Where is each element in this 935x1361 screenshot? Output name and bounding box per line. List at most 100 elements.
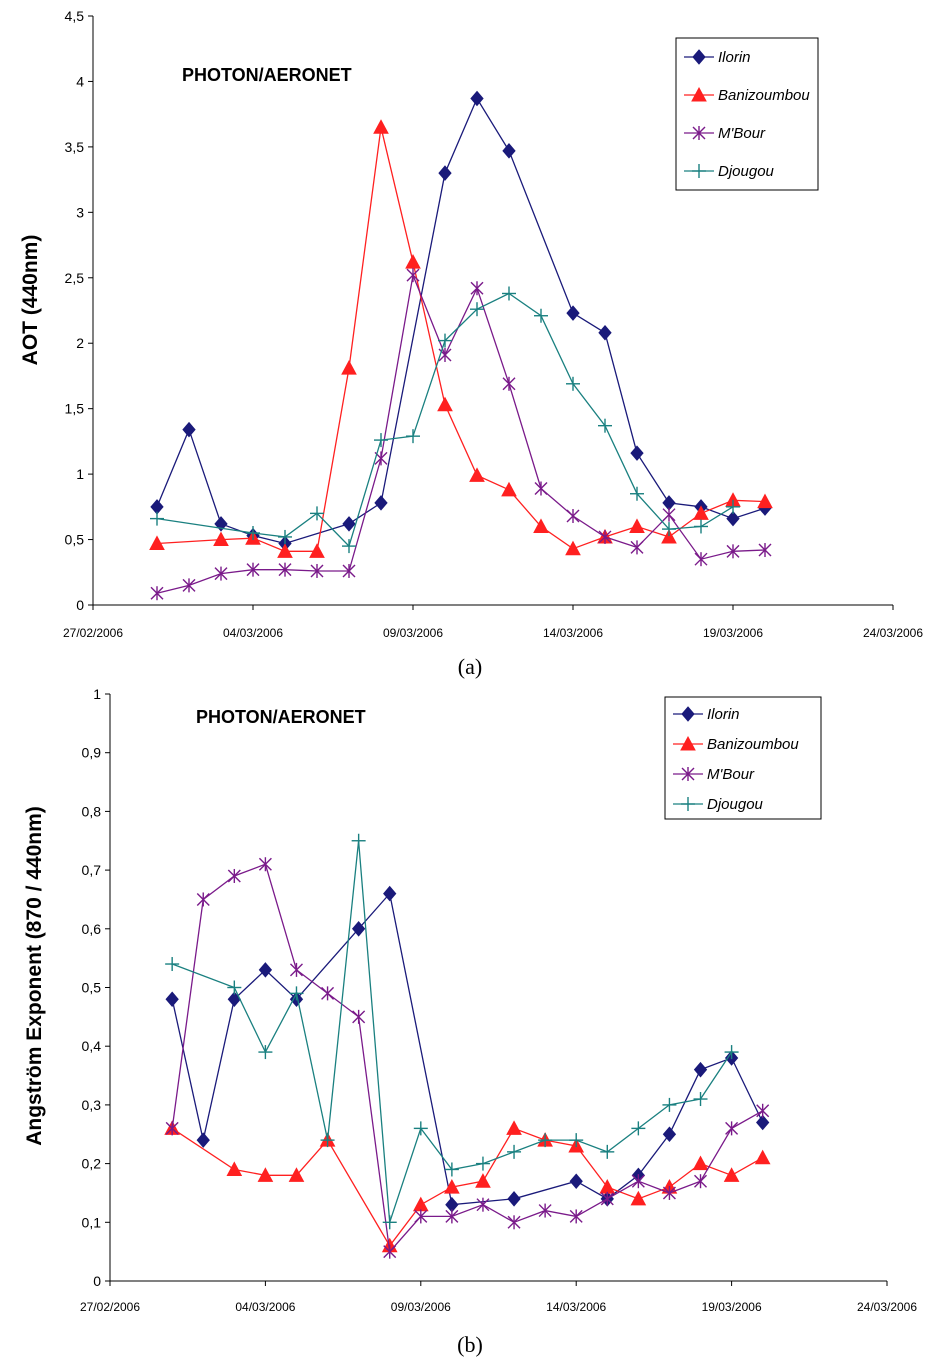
chart-b-legend-entry-djougou-marker	[681, 797, 695, 811]
chart-b-series-banizoumbou-point	[506, 1120, 522, 1135]
chart-a-series-banizoumbou-point	[341, 360, 357, 375]
chart-a-y-tick-label: 0	[76, 597, 84, 613]
chart-b-y-tick-label: 0,2	[82, 1156, 102, 1172]
chart-b-series-ilorin-point	[507, 1191, 521, 1207]
chart-b-series-banizoumbou-point	[692, 1155, 709, 1171]
chart-a-series-djougou-point	[438, 333, 452, 348]
chart-b-series-banizoumbou-point	[257, 1167, 274, 1182]
chart-b-series-ilorin-point	[196, 1132, 210, 1148]
chart-a-series-ilorin-point	[374, 495, 388, 511]
chart-b-series-mbour-point	[569, 1209, 583, 1224]
chart-a-series-banizoumbou-point	[757, 493, 773, 509]
chart-b-x-tick-label: 24/03/2006	[857, 1300, 917, 1314]
chart-a-series-djougou-point	[598, 418, 612, 433]
chart-a-series-ilorin-point	[630, 445, 644, 461]
chart-b-x-tick-label: 09/03/2006	[391, 1300, 451, 1314]
chart-b-legend: Ilorin Banizoumbou M'Bour Djougou	[664, 696, 822, 820]
chart-b-y-tick-label: 1	[93, 686, 101, 702]
chart-b-series-djougou-point	[600, 1144, 615, 1159]
chart-b-legend-entry-djougou-label: Djougou	[707, 796, 764, 813]
chart-b-y-tick-label: 0,6	[82, 921, 102, 937]
chart-a-y-tick-label: 1	[76, 466, 84, 482]
chart-a-x-tick-label: 19/03/2006	[703, 626, 763, 640]
chart-b-series-ilorin-point	[258, 962, 273, 978]
chart-b-series-mbour-point	[196, 892, 210, 907]
chart-b-series-banizoumbou-point	[412, 1196, 429, 1212]
chart-a-series-ilorin-point	[598, 324, 612, 341]
chart-b-caption: (b)	[457, 1332, 483, 1357]
chart-a-series-banizoumbou-point	[277, 543, 293, 558]
chart-a-series-mbour-point	[278, 562, 292, 577]
chart-a-series-mbour-point	[150, 586, 164, 601]
chart-b-y-tick-label: 0,9	[82, 745, 102, 761]
chart-a-series-ilorin-point	[438, 165, 452, 181]
chart-b-series-mbour-line	[171, 863, 764, 1254]
chart-a-y-tick-label: 3,5	[65, 139, 85, 155]
chart-b-series-mbour-point	[289, 962, 303, 977]
chart-a-series-mbour-point	[726, 544, 740, 559]
chart-b-series-djougou-point	[693, 1092, 708, 1107]
chart-b-series-djougou-point	[569, 1133, 584, 1148]
chart-a-legend-entry-banizoumbou-marker	[691, 86, 707, 102]
chart-a-x-tick-label: 09/03/2006	[383, 626, 443, 640]
chart-a-series-mbour-point	[182, 578, 196, 593]
chart-b-series-mbour-point	[165, 1121, 179, 1136]
chart-a-series-mbour-point	[758, 543, 772, 558]
chart-a-series-mbour-point	[310, 563, 324, 578]
chart-a-series-banizoumbou-point	[373, 119, 389, 134]
chart-b-series-ilorin-point	[569, 1173, 583, 1189]
chart-b-series-mbour-point	[725, 1121, 739, 1136]
chart-b-series-mbour-point	[694, 1174, 708, 1189]
chart-a-legend: Ilorin Banizoumbou M'Bour Djougou	[675, 37, 819, 191]
chart-b-legend-entry-ilorin-label: Ilorin	[707, 706, 740, 723]
chart-b-series-djougou-point	[351, 833, 366, 848]
chart-b-legend-entry-ilorin-marker	[681, 706, 695, 722]
chart-b-series-djougou-point	[507, 1144, 522, 1159]
chart-b-series-djougou-point	[165, 957, 180, 972]
chart-a-y-tick-label: 1,5	[65, 401, 85, 417]
chart-a-series-djougou-point	[534, 308, 548, 323]
chart-b-series-banizoumbou-point	[226, 1161, 243, 1176]
chart-b-series-banizoumbou-point	[630, 1190, 647, 1206]
chart-a-series-djougou-point	[342, 539, 356, 554]
chart-a-series-djougou-point	[374, 433, 388, 448]
chart-a-y-tick-label: 3	[76, 204, 84, 220]
chart-a-series-mbour-point	[662, 507, 676, 522]
chart-a-x-tick-label: 24/03/2006	[863, 626, 923, 640]
chart-b-x-tick-label: 14/03/2006	[546, 1300, 606, 1314]
chart-b-series-djougou-point	[631, 1121, 646, 1136]
chart-b-series-ilorin-point	[662, 1126, 677, 1143]
chart-b-series-djougou-point	[227, 980, 242, 995]
chart-b-legend-entry-banizoumbou-marker	[680, 735, 696, 751]
chart-b-y-tick-label: 0,8	[82, 803, 102, 819]
chart-a-series-mbour-point	[566, 508, 580, 523]
chart-a-series-mbour-line	[156, 272, 766, 594]
chart-b-series-djougou-line	[171, 840, 733, 1223]
chart-a-series-mbour-point	[342, 563, 356, 578]
chart-b-series-banizoumbou-point	[444, 1179, 460, 1194]
chart-b-series-banizoumbou-point	[754, 1149, 771, 1165]
chart-b-series-ilorin-point	[383, 885, 397, 902]
chart-a-y-tick-label: 2	[76, 335, 84, 351]
chart-a-series-mbour-point	[214, 566, 228, 581]
chart-a-x-tick-label: 04/03/2006	[223, 626, 283, 640]
chart-b-series-banizoumbou-point	[475, 1173, 491, 1188]
chart-a-y-tick-label: 4	[76, 73, 84, 89]
chart-b-series-banizoumbou-line	[171, 1127, 764, 1247]
chart-a-y-axis-label: AOT (440nm)	[19, 235, 42, 366]
chart-a-series-banizoumbou-point	[213, 531, 229, 547]
chart-b-series-mbour-point	[352, 1009, 366, 1024]
chart-a-series-banizoumbou-point	[405, 254, 421, 269]
chart-a-series-ilorin-point	[342, 516, 356, 532]
chart-b-series-mbour-point	[445, 1209, 459, 1224]
chart-b-series-banizoumbou-point	[723, 1167, 740, 1182]
chart-b-series-mbour-point	[383, 1244, 397, 1259]
chart-b-series-mbour-point	[321, 986, 335, 1001]
chart-b-series-mbour-point	[414, 1209, 428, 1224]
chart-b-series-banizoumbou-point	[288, 1167, 305, 1182]
chart-a-series-banizoumbou-point	[629, 518, 645, 533]
chart-b-series-mbour-point	[258, 857, 272, 872]
chart-b-series-mbour-point	[631, 1174, 645, 1189]
chart-a-series-djougou-point	[150, 511, 164, 526]
